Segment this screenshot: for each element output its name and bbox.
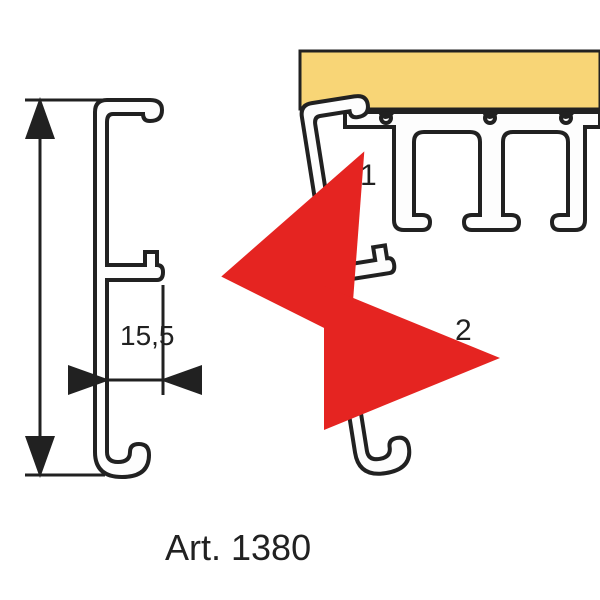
- left-profile-group: 15,5: [25, 100, 195, 477]
- tech-drawing: 15,5 1 2 Art. 1380: [0, 0, 600, 600]
- dim-width-label: 15,5: [120, 320, 175, 351]
- article-label: Art. 1380: [165, 527, 311, 568]
- right-assembly-group: 1 2: [300, 51, 600, 477]
- step-1-label: 1: [360, 159, 377, 192]
- clip-profile-left: [95, 100, 163, 477]
- step-2-label: 2: [455, 314, 472, 347]
- track-profile: [345, 112, 600, 230]
